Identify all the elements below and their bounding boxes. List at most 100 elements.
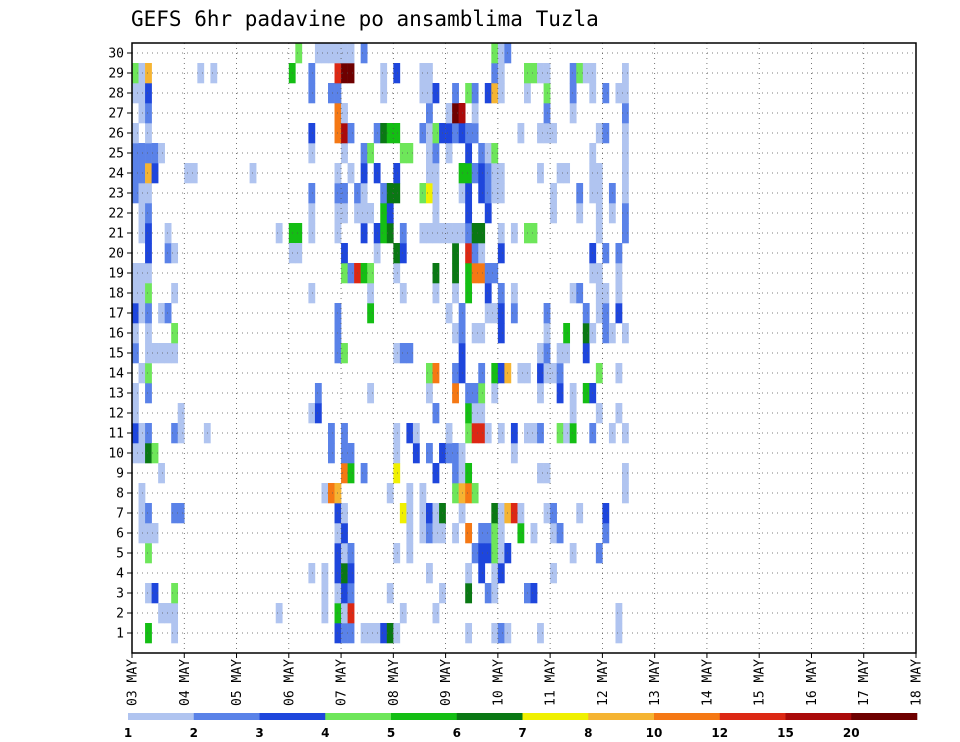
x-tick-label: 13 MAY <box>648 659 663 706</box>
heatmap-cell <box>386 203 394 224</box>
heatmap-cell <box>328 83 335 104</box>
heatmap-cell <box>308 83 316 104</box>
heatmap-cell <box>530 583 538 604</box>
heatmap-cell <box>484 83 492 104</box>
heatmap-cell <box>426 123 433 144</box>
heatmap-cell <box>582 343 590 364</box>
heatmap-cell <box>138 523 146 544</box>
heatmap-cell <box>164 303 172 324</box>
heatmap-cell <box>452 443 459 464</box>
heatmap-cell <box>341 123 348 144</box>
heatmap-cell <box>314 43 322 64</box>
heatmap-cell <box>145 423 152 444</box>
x-tick-label: 10 MAY <box>491 659 506 706</box>
heatmap-cell <box>471 263 479 284</box>
colorbar-label: 15 <box>777 726 794 740</box>
heatmap-cell <box>556 383 564 404</box>
heatmap-cell <box>432 123 440 144</box>
heatmap-cell <box>569 63 577 84</box>
heatmap-cell <box>145 83 152 104</box>
heatmap-cell <box>341 343 348 364</box>
heatmap-cell <box>399 283 407 304</box>
heatmap-cell <box>145 123 152 144</box>
heatmap-cell <box>145 323 152 344</box>
heatmap-cell <box>426 523 433 544</box>
heatmap-cell <box>569 103 577 124</box>
heatmap-cell <box>569 83 577 104</box>
y-tick-label: 7 <box>116 507 124 522</box>
heatmap-cell <box>497 163 505 184</box>
y-tick-label: 1 <box>116 627 124 642</box>
heatmap-cell <box>550 563 557 584</box>
heatmap-cell <box>393 63 401 84</box>
heatmap-cell <box>465 203 473 224</box>
heatmap-cell <box>393 183 401 204</box>
heatmap-cell <box>380 623 388 644</box>
heatmap-cell <box>177 403 185 424</box>
heatmap-cell <box>432 363 440 384</box>
heatmap-cell <box>484 263 492 284</box>
heatmap-cell <box>576 503 584 524</box>
heatmap-cell <box>615 243 623 264</box>
x-axis: 03 MAY 04 MAY 05 MAY 06 MAY 07 MAY 08 MAY 09 M… <box>126 653 925 706</box>
heatmap-cell <box>367 263 375 284</box>
x-tick-label: 15 MAY <box>753 659 768 706</box>
heatmap-cell <box>138 303 146 324</box>
heatmap-cell <box>145 203 152 224</box>
heatmap-cell <box>432 463 440 484</box>
heatmap-cell <box>341 543 348 564</box>
heatmap-cell <box>491 263 499 284</box>
heatmap-cell <box>412 443 420 464</box>
heatmap-cell <box>484 283 492 304</box>
heatmap-cell <box>426 103 433 124</box>
heatmap-cell <box>537 423 544 444</box>
heatmap-cell <box>341 43 348 64</box>
heatmap-cell <box>341 603 348 624</box>
y-tick-label: 17 <box>108 307 124 322</box>
heatmap-cell <box>426 143 433 164</box>
heatmap-cell <box>615 283 623 304</box>
heatmap-cell <box>132 163 139 184</box>
heatmap-cell <box>171 623 179 644</box>
heatmap-cell <box>393 263 401 284</box>
heatmap-cell <box>615 363 623 384</box>
heatmap-cell <box>275 603 283 624</box>
heatmap-cell <box>426 83 433 104</box>
heatmap-cell <box>491 363 499 384</box>
heatmap-cell <box>406 343 414 364</box>
heatmap-cell <box>484 203 492 224</box>
heatmap-cell <box>341 503 348 524</box>
heatmap-cell <box>510 283 518 304</box>
y-tick-label: 18 <box>108 287 124 302</box>
heatmap-cell <box>484 183 492 204</box>
heatmap-cell <box>386 483 394 504</box>
heatmap-cell <box>622 183 629 204</box>
heatmap-cell <box>550 363 557 384</box>
heatmap-cell <box>360 223 368 244</box>
x-tick-label: 08 MAY <box>387 659 402 706</box>
heatmap-cell <box>615 623 623 644</box>
y-tick-label: 23 <box>108 187 124 202</box>
colorbar-label: 4 <box>321 726 329 740</box>
y-tick-label: 28 <box>108 87 124 102</box>
heatmap-cell <box>393 423 401 444</box>
y-tick-label: 25 <box>108 147 124 162</box>
heatmap-cell <box>465 263 473 284</box>
heatmap-cell <box>197 63 205 84</box>
heatmap-cell <box>145 303 152 324</box>
heatmap-cell <box>393 243 401 264</box>
x-tick-label: 11 MAY <box>544 659 559 706</box>
heatmap-cell <box>465 383 473 404</box>
heatmap-cell <box>471 543 479 564</box>
y-tick-label: 12 <box>108 407 124 422</box>
heatmap-cell <box>471 403 479 424</box>
heatmap-cell <box>497 523 505 544</box>
heatmap-cell <box>484 523 492 544</box>
heatmap-cell <box>347 623 355 644</box>
heatmap-cell <box>537 623 544 644</box>
heatmap-cell <box>158 463 165 484</box>
heatmap-cell <box>341 463 348 484</box>
heatmap-cell <box>321 563 329 584</box>
heatmap-cell <box>386 223 394 244</box>
heatmap-cell <box>497 183 505 204</box>
